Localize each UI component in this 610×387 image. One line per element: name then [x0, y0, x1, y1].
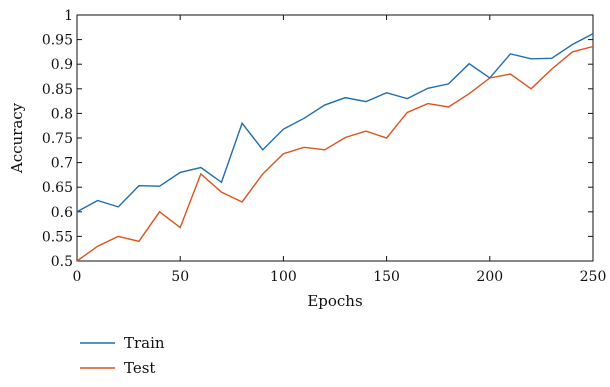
plot-area [76, 14, 594, 262]
legend-label-test: Test [124, 359, 155, 377]
x-tick-label: 50 [171, 269, 189, 285]
series-line-test [76, 45, 594, 262]
y-tick-label: 0.8 [51, 106, 73, 122]
y-tick-label: 0.7 [51, 156, 73, 172]
x-axis-label: Epochs [307, 292, 362, 310]
x-tick-label: 100 [270, 269, 297, 285]
y-tick-label: 0.55 [42, 229, 73, 245]
y-tick-label: 0.9 [51, 57, 73, 73]
series-layer [76, 33, 594, 262]
x-tick-label: 250 [580, 269, 607, 285]
x-tick-label: 0 [73, 269, 82, 285]
series-line-train [76, 33, 594, 213]
x-tick-label: 200 [476, 269, 503, 285]
y-tick-label: 0.65 [42, 180, 73, 196]
y-tick-label: 0.75 [42, 131, 73, 147]
x-tick-label: 150 [373, 269, 400, 285]
legend: Train Test [80, 334, 165, 377]
y-tick-label: 0.95 [42, 33, 73, 49]
axis-ticks: 0 50 100 150 200 250 0.5 0.55 0.6 0.65 0.7 0.75 0.8 0… [42, 8, 607, 285]
y-tick-label: 1 [64, 8, 73, 24]
y-tick-label: 0.85 [42, 82, 73, 98]
y-tick-label: 0.5 [51, 254, 73, 270]
legend-label-train: Train [124, 334, 165, 352]
y-axis-label: Accuracy [8, 102, 26, 174]
y-tick-label: 0.6 [51, 205, 73, 221]
